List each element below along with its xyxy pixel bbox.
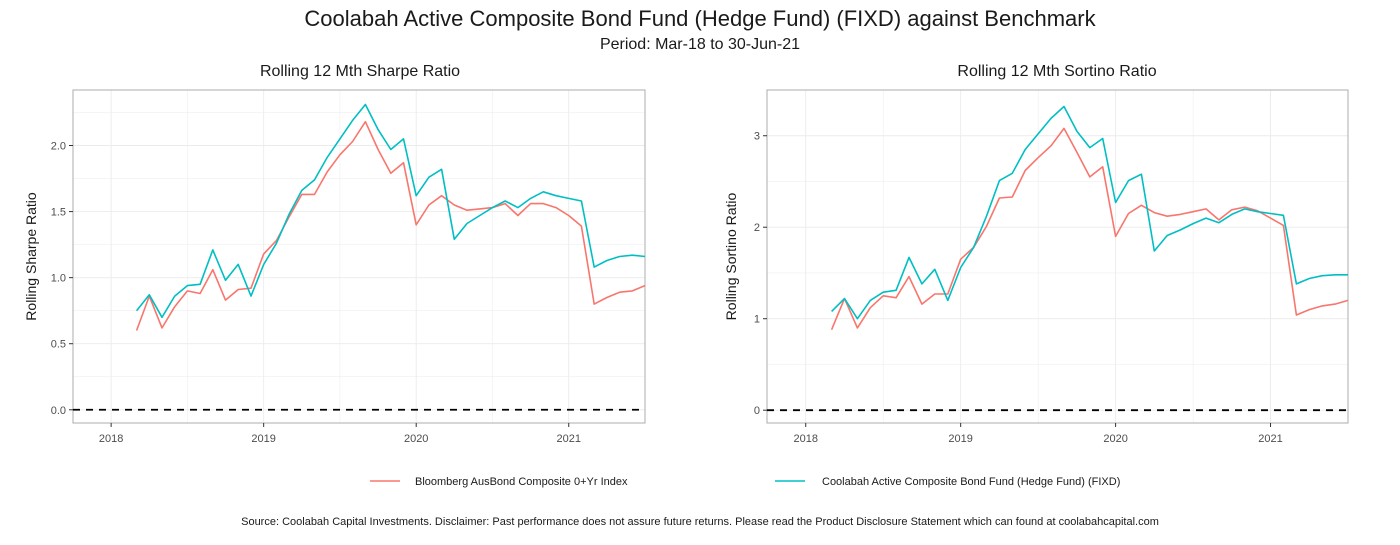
x-tick-label: 2021 <box>556 433 580 445</box>
x-tick-label: 2020 <box>404 433 428 445</box>
y-tick-label: 1.0 <box>51 273 66 285</box>
source-disclaimer: Source: Coolabah Capital Investments. Di… <box>241 516 1159 528</box>
y-tick-label: 0.5 <box>51 339 66 351</box>
legend-label-fund: Coolabah Active Composite Bond Fund (Hed… <box>822 476 1120 488</box>
series-line-fund <box>831 105 1348 320</box>
x-tick-label: 2019 <box>948 433 972 445</box>
y-axis-label: Rolling Sharpe Ratio <box>23 192 39 321</box>
legend-label-benchmark: Bloomberg AusBond Composite 0+Yr Index <box>415 476 628 488</box>
panel-border <box>766 89 1349 424</box>
x-tick-label: 2021 <box>1258 433 1282 445</box>
panel-title: Rolling 12 Mth Sharpe Ratio <box>260 63 460 80</box>
x-tick-label: 2019 <box>251 433 275 445</box>
series-line-benchmark <box>135 120 646 331</box>
y-tick-label: 2.0 <box>51 141 66 153</box>
panel-border <box>72 89 646 424</box>
panel-title: Rolling 12 Mth Sortino Ratio <box>957 63 1156 80</box>
x-tick-label: 2018 <box>793 433 817 445</box>
y-tick-label: 2 <box>754 222 760 234</box>
x-tick-label: 2018 <box>99 433 123 445</box>
y-tick-label: 3 <box>754 131 760 143</box>
figure-subtitle: Period: Mar-18 to 30-Jun-21 <box>599 36 801 53</box>
series-line-benchmark <box>830 127 1349 331</box>
y-tick-label: 1 <box>754 314 760 326</box>
series-line-fund <box>135 103 646 319</box>
y-tick-label: 1.5 <box>51 207 66 219</box>
x-tick-label: 2020 <box>1103 433 1127 445</box>
y-axis-label: Rolling Sortino Ratio <box>723 192 739 320</box>
figure-title: Coolabah Active Composite Bond Fund (Hed… <box>304 6 1096 31</box>
y-tick-label: 0.0 <box>51 405 66 417</box>
y-tick-label: 0 <box>754 405 760 417</box>
